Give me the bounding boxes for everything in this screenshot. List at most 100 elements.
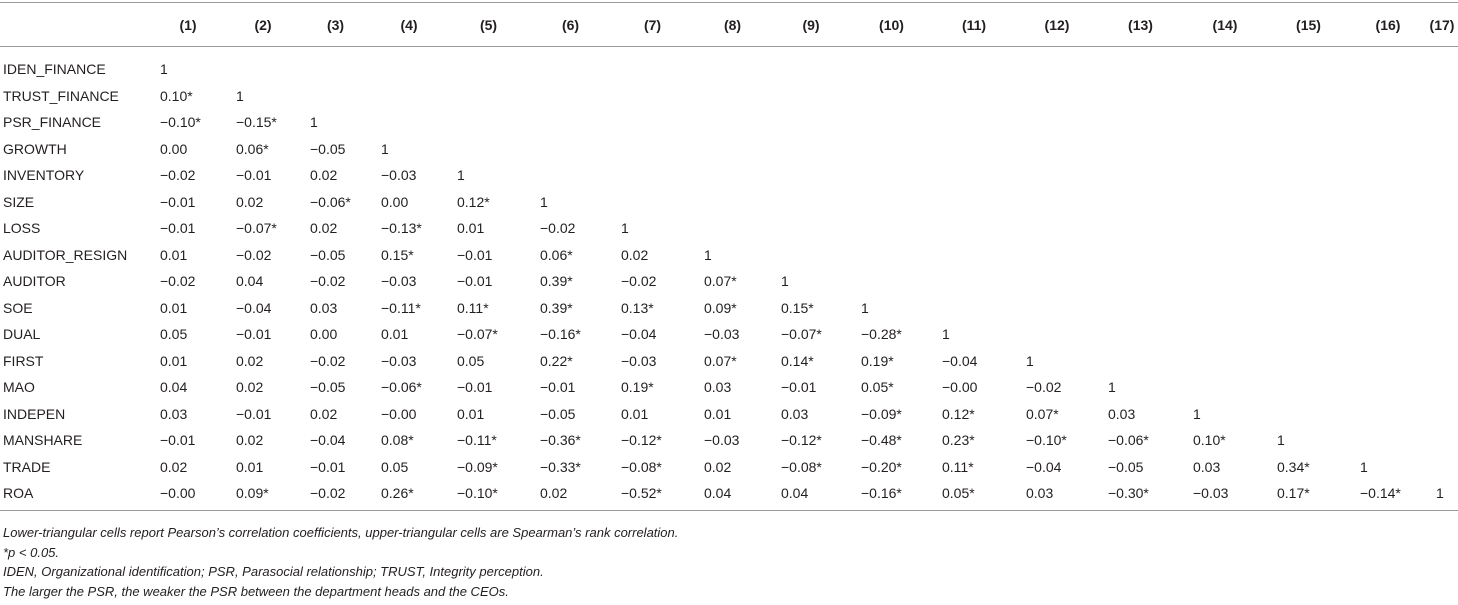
table-cell: 0.11* — [457, 299, 489, 316]
empty-cell — [1350, 162, 1426, 189]
row-label: LOSS — [3, 220, 41, 237]
table-cell: −0.28* — [861, 326, 902, 343]
empty-cell — [1183, 215, 1267, 242]
empty-cell — [1183, 83, 1267, 110]
column-header: (8) — [723, 17, 742, 33]
table-cell: 0.09* — [704, 299, 737, 316]
table-cell: −0.10* — [457, 485, 498, 502]
empty-cell — [1267, 83, 1350, 110]
table-cell: −0.03 — [704, 432, 740, 449]
empty-cell — [1350, 242, 1426, 269]
empty-cell — [1267, 189, 1350, 216]
table-cell: 0.04 — [781, 485, 809, 502]
table-cell: −0.36* — [540, 432, 581, 449]
table-cell: 0.12* — [457, 193, 490, 210]
empty-cell — [932, 162, 1016, 189]
column-header: (11) — [961, 17, 987, 33]
empty-cell — [1267, 136, 1350, 163]
row-label: INVENTORY — [3, 167, 85, 184]
empty-cell — [771, 162, 851, 189]
table-cell: −0.04 — [310, 432, 346, 449]
empty-cell — [1098, 83, 1183, 110]
empty-cell — [1350, 374, 1426, 401]
table-cell: 0.05* — [942, 485, 975, 502]
empty-cell — [1098, 321, 1183, 348]
table-cell: 0.19* — [861, 352, 894, 369]
table-cell: −0.01 — [310, 458, 346, 475]
empty-cell — [1350, 215, 1426, 242]
table-cell: −0.01 — [160, 432, 196, 449]
column-header: (3) — [326, 17, 345, 33]
table-row: GROWTH 0.00 0.06* −0.05 1 — [0, 136, 1458, 163]
table-cell: 0.23* — [942, 432, 975, 449]
table-cell: 0.05 — [381, 458, 409, 475]
empty-cell — [1098, 268, 1183, 295]
note-line: IDEN, Organizational identification; PSR… — [3, 564, 544, 579]
table-cell: 1 — [1108, 379, 1116, 396]
table-cell: −0.09* — [457, 458, 498, 475]
empty-cell — [771, 242, 851, 269]
column-header: (5) — [479, 17, 498, 33]
empty-cell — [530, 109, 611, 136]
table-cell: −0.01 — [160, 193, 196, 210]
empty-cell — [1267, 109, 1350, 136]
empty-cell — [851, 136, 932, 163]
empty-cell — [851, 189, 932, 216]
table-cell: 1 — [236, 87, 244, 104]
table-cell: −0.10* — [160, 114, 201, 131]
table-body: IDEN_FINANCE 1 TRUST_FINANCE 0.10* 1 PSR_FINA… — [0, 46, 1458, 507]
table-cell: 1 — [942, 326, 950, 343]
table-notes: Lower-triangular cells report Pearson’s … — [3, 523, 1453, 601]
empty-cell — [851, 83, 932, 110]
empty-cell — [371, 109, 447, 136]
empty-cell — [1183, 109, 1267, 136]
column-header: (16) — [1375, 17, 1401, 33]
empty-cell — [1098, 242, 1183, 269]
empty-cell — [932, 189, 1016, 216]
empty-cell — [1267, 56, 1350, 83]
empty-cell — [1426, 242, 1458, 269]
table-cell: −0.06* — [1108, 432, 1149, 449]
empty-cell — [694, 109, 771, 136]
table-cell: −0.02 — [310, 352, 346, 369]
empty-cell — [1267, 242, 1350, 269]
empty-cell — [1426, 374, 1458, 401]
table-row: DUAL 0.05 −0.01 0.00 0.01 −0.07* −0.16* −0.04 −0… — [0, 321, 1458, 348]
table-cell: 0.00 — [381, 193, 409, 210]
correlation-table: (1) (2) (3) (4) (5) (6) (7) (8) (9) (10) (11) (12) (… — [0, 4, 1458, 507]
table-cell: 0.12* — [942, 405, 975, 422]
table-cell: 0.15* — [381, 246, 414, 263]
empty-cell — [694, 215, 771, 242]
table-cell: 1 — [861, 299, 869, 316]
empty-cell — [1267, 348, 1350, 375]
empty-cell — [300, 56, 371, 83]
table-cell: 0.34* — [1277, 458, 1310, 475]
empty-cell — [1350, 109, 1426, 136]
empty-cell — [611, 136, 694, 163]
column-header: (4) — [400, 17, 418, 33]
column-header: (10) — [879, 17, 904, 33]
table-cell: 0.17* — [1277, 485, 1310, 502]
table-cell: −0.02 — [310, 485, 346, 502]
table-row: LOSS −0.01 −0.07* 0.02 −0.13* 0.01 −0.02 1 — [0, 215, 1458, 242]
table-row: SOE 0.01 −0.04 0.03 −0.11* 0.11* 0.39* 0.13* 0.0… — [0, 295, 1458, 322]
table-cell: 0.03 — [1193, 458, 1221, 475]
table-cell: −0.07* — [236, 220, 277, 237]
table-cell: −0.01 — [781, 379, 817, 396]
empty-cell — [851, 268, 932, 295]
empty-cell — [611, 109, 694, 136]
empty-cell — [1426, 348, 1458, 375]
table-row: SIZE −0.01 0.02 −0.06* 0.00 0.12* 1 — [0, 189, 1458, 216]
empty-cell — [1426, 454, 1458, 481]
empty-cell — [371, 56, 447, 83]
table-cell: 1 — [704, 246, 712, 263]
table-row: AUDITOR −0.02 0.04 −0.02 −0.03 −0.01 0.39* −0.0… — [0, 268, 1458, 295]
table-cell: 1 — [781, 273, 789, 290]
empty-cell — [1350, 268, 1426, 295]
empty-cell — [1426, 427, 1458, 454]
row-label: MAO — [3, 379, 35, 396]
empty-cell — [1183, 321, 1267, 348]
empty-cell — [447, 109, 530, 136]
table-cell: 0.02 — [236, 352, 264, 369]
empty-cell — [1183, 348, 1267, 375]
